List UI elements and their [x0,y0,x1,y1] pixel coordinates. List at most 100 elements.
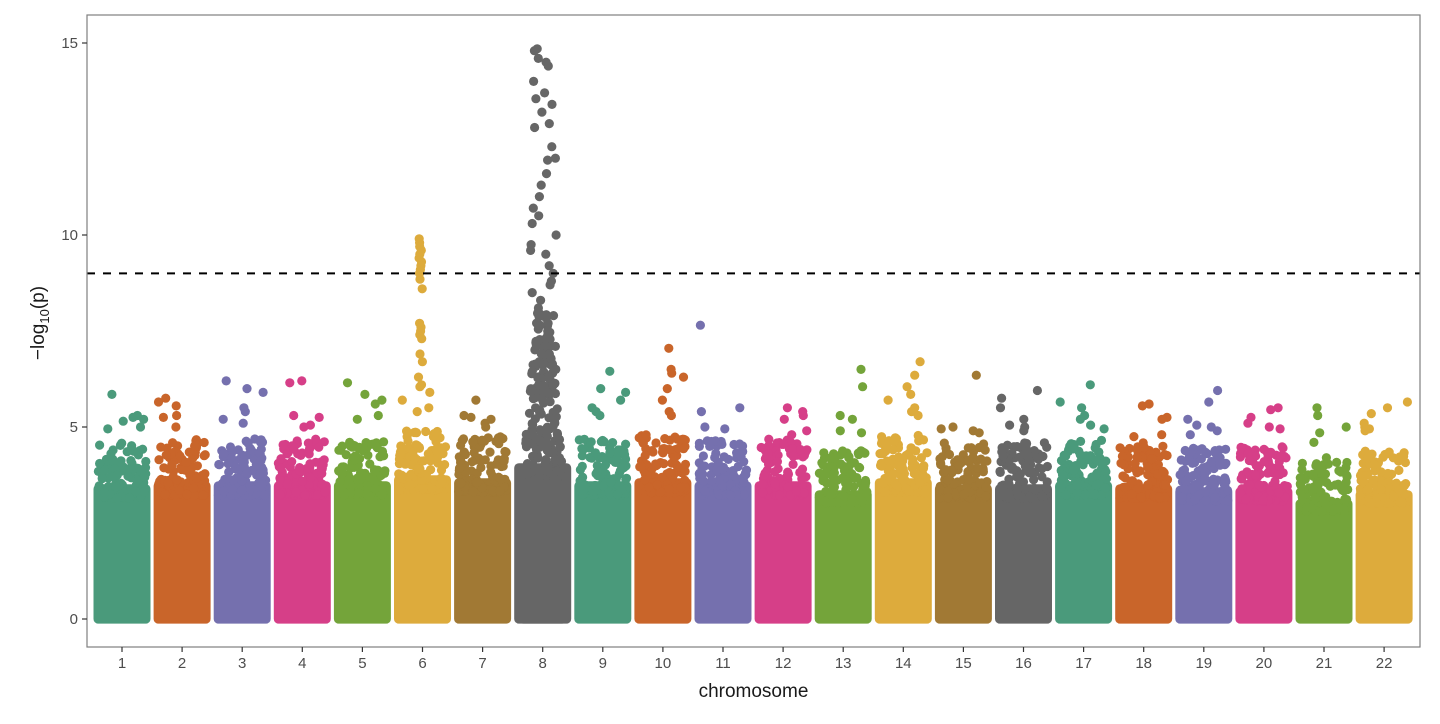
data-point [219,449,229,459]
data-point [1072,480,1082,490]
data-point [586,437,596,447]
data-point [175,451,185,461]
data-point [1076,436,1086,446]
chromosome-6-bulk [394,475,451,624]
data-point [432,426,442,437]
data-point [199,437,209,448]
data-point [1075,450,1085,460]
y-axis: 0 5 10 15 [61,35,87,628]
top-hit-point [537,107,547,117]
data-point [500,446,510,457]
top-hit-point [417,334,427,344]
data-point [1020,461,1030,471]
top-hit-point [1183,414,1193,424]
data-point [291,487,301,497]
data-point [1139,442,1149,452]
data-point [406,460,416,470]
data-point [898,476,909,486]
data-point [1012,482,1023,493]
data-point [356,468,366,478]
data-point [783,469,794,479]
top-hit-point [536,295,546,305]
chromosome-20-points [1235,403,1293,624]
data-point [527,367,537,377]
top-hit-point [285,378,295,388]
data-point [935,484,945,494]
data-point [1013,490,1023,500]
data-point [549,416,560,426]
top-hit-point [529,46,540,56]
top-hit-point [856,428,867,438]
data-point [190,441,200,451]
data-point [878,478,888,488]
data-point [656,487,666,497]
data-point [187,463,197,473]
data-point [287,457,297,467]
plot-panel-border [86,14,1421,648]
top-hit-point [858,382,868,392]
data-point [168,438,178,448]
data-point [257,479,267,489]
data-point [590,480,600,491]
data-point [276,463,286,473]
data-point [427,483,437,493]
data-point [891,480,902,490]
data-point [758,488,768,498]
top-hit-point [798,410,808,421]
data-point [739,457,749,467]
data-point [260,490,270,500]
data-point [717,439,727,449]
data-point [1297,458,1307,468]
top-hit-point [664,343,674,353]
data-point [256,437,266,447]
data-point [665,435,675,445]
top-hit-point [139,414,149,424]
data-point [941,465,951,475]
chromosome-2-bulk [153,481,211,624]
top-hit-point [1309,437,1319,447]
top-hit-point [531,403,541,413]
data-point [395,450,405,461]
top-hit-point [1129,432,1139,442]
chromosome-15-points [934,370,992,624]
data-point [1295,473,1305,483]
data-point [613,447,623,458]
top-hit-point [720,424,730,434]
data-point [779,439,789,449]
top-hit-point [1137,401,1147,411]
top-hit-point [128,412,138,422]
data-point [344,475,354,485]
data-point [758,479,768,489]
data-point [943,475,953,485]
top-hit-point [1157,414,1167,424]
x-tick-label: 13 [835,655,852,672]
data-point [596,437,607,447]
top-hit-point [530,122,540,133]
top-hit-point [1275,424,1285,434]
top-hit-point [526,245,536,255]
data-point [819,448,829,458]
data-point [1241,494,1251,504]
data-point [615,466,626,476]
data-point [337,467,347,477]
chromosome-17-bulk [1055,481,1113,624]
data-point [1206,456,1216,467]
top-hit-point [667,368,677,378]
data-point [775,490,785,500]
chromosome-8-core [518,480,567,624]
chromosome-3-points [213,376,271,624]
data-point [640,475,650,485]
data-point [963,455,974,465]
x-tick-label: 5 [358,655,366,672]
data-point [918,463,929,473]
data-point [658,448,668,458]
top-hit-point [289,410,299,421]
data-point [255,449,265,459]
chromosome-9-bulk [574,481,632,624]
data-point [1297,492,1307,502]
data-point [839,491,849,501]
data-point [901,450,911,460]
data-point [783,482,793,492]
data-point [1127,489,1137,499]
data-point [417,475,427,485]
